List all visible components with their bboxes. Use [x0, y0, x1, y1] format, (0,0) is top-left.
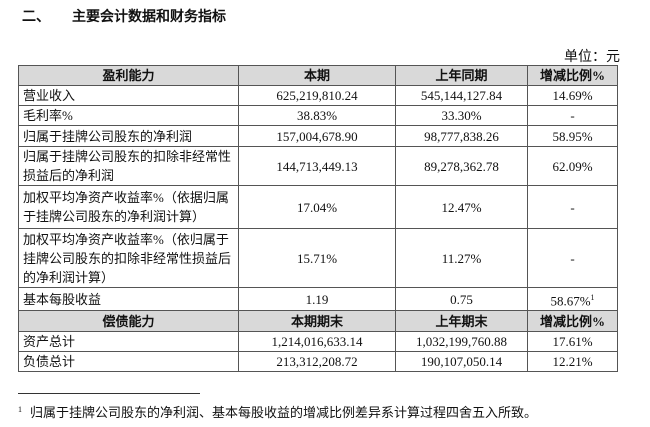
- table-cell: 33.30%: [395, 105, 528, 126]
- table-cell: 157,004,678.90: [238, 125, 396, 147]
- table-cell: 1,214,016,633.14: [238, 331, 396, 353]
- table-cell: 基本每股收益: [18, 286, 239, 312]
- table-cell: -: [527, 105, 618, 126]
- section-title: 主要会计数据和财务指标: [72, 9, 226, 25]
- table-cell: 144,713,449.13: [238, 146, 396, 186]
- table-row: 负债总计 213,312,208.72 190,107,050.14 12.21%: [18, 351, 618, 373]
- table-cell: 58.67%1: [527, 286, 618, 312]
- table-cell: 归属于挂牌公司股东的净利润: [18, 125, 239, 147]
- table-cell: 1,032,199,760.88: [395, 331, 528, 353]
- footnote-marker: 1: [18, 404, 22, 414]
- table-cell: 增减比例%: [527, 65, 618, 86]
- table-row: 毛利率% 38.83% 33.30% -: [18, 105, 618, 126]
- table-cell: 增减比例%: [527, 310, 618, 333]
- table-cell: 负债总计: [18, 351, 239, 373]
- table-cell: -: [527, 228, 618, 288]
- table-cell: 14.69%: [527, 85, 618, 106]
- table-cell: 毛利率%: [18, 105, 239, 126]
- table-cell: 12.47%: [395, 185, 528, 229]
- table-row: 归属于挂牌公司股东的扣除非经常性损益后的净利润 144,713,449.13 89,…: [18, 146, 618, 186]
- table-cell: 89,278,362.78: [395, 146, 528, 186]
- table-cell: 17.04%: [238, 185, 396, 229]
- footnote-ref: 1: [590, 293, 595, 302]
- table-cell: 归属于挂牌公司股东的扣除非经常性损益后的净利润: [18, 146, 239, 186]
- table-cell: 1.19: [238, 286, 396, 312]
- table-cell: 偿债能力: [18, 310, 239, 333]
- table-cell: 15.71%: [238, 228, 396, 288]
- table-row: 盈利能力 本期 上年同期 增减比例%: [18, 65, 618, 86]
- table-cell: 12.21%: [527, 351, 618, 373]
- financial-table: 盈利能力 本期 上年同期 增减比例% 营业收入 625,219,810.24 545,144…: [18, 65, 618, 373]
- table-cell: 本期: [238, 65, 396, 86]
- table-cell: 545,144,127.84: [395, 85, 528, 106]
- table-cell: 0.75: [395, 286, 528, 312]
- table-cell: 盈利能力: [18, 65, 239, 86]
- table-cell: 资产总计: [18, 331, 239, 353]
- table-cell: 38.83%: [238, 105, 396, 126]
- table-cell: 加权平均净资产收益率%（依归属于挂牌公司股东的扣除非经常性损益后的净利润计算）: [18, 228, 239, 288]
- section-number: 二、: [22, 9, 50, 25]
- table-row: 加权平均净资产收益率%（依归属于挂牌公司股东的扣除非经常性损益后的净利润计算） 1…: [18, 228, 618, 288]
- table-cell: 加权平均净资产收益率%（依据归属于挂牌公司股东的净利润计算）: [18, 185, 239, 229]
- table-row: 偿债能力 本期期末 上年期末 增减比例%: [18, 310, 618, 333]
- table-cell: -: [527, 185, 618, 229]
- table-cell: 190,107,050.14: [395, 351, 528, 373]
- table-row: 资产总计 1,214,016,633.14 1,032,199,760.88 17.6…: [18, 331, 618, 353]
- cell-text: 58.67%: [550, 293, 591, 309]
- table-cell: 17.61%: [527, 331, 618, 353]
- table-cell: 11.27%: [395, 228, 528, 288]
- table-cell: 本期期末: [238, 310, 396, 333]
- table-cell: 上年同期: [395, 65, 528, 86]
- table-cell: 58.95%: [527, 125, 618, 147]
- table-row: 归属于挂牌公司股东的净利润 157,004,678.90 98,777,838.26…: [18, 125, 618, 147]
- table-cell: 62.09%: [527, 146, 618, 186]
- footnote-rule: [18, 393, 200, 394]
- table-row: 加权平均净资产收益率%（依据归属于挂牌公司股东的净利润计算） 17.04% 12.4…: [18, 185, 618, 229]
- unit: 单位：元: [564, 50, 620, 65]
- table-cell: 营业收入: [18, 85, 239, 106]
- table-cell: 上年期末: [395, 310, 528, 333]
- table-cell: 98,777,838.26: [395, 125, 528, 147]
- table-row: 基本每股收益 1.19 0.75 58.67%1: [18, 286, 618, 312]
- footnote-text: 归属于挂牌公司股东的净利润、基本每股收益的增减比例差异系计算过程四舍五入所致。: [30, 405, 538, 420]
- footnote: 1 归属于挂牌公司股东的净利润、基本每股收益的增减比例差异系计算过程四舍五入所致。: [18, 402, 537, 421]
- table-row: 营业收入 625,219,810.24 545,144,127.84 14.69%: [18, 85, 618, 106]
- table-cell: 213,312,208.72: [238, 351, 396, 373]
- table-cell: 625,219,810.24: [238, 85, 396, 106]
